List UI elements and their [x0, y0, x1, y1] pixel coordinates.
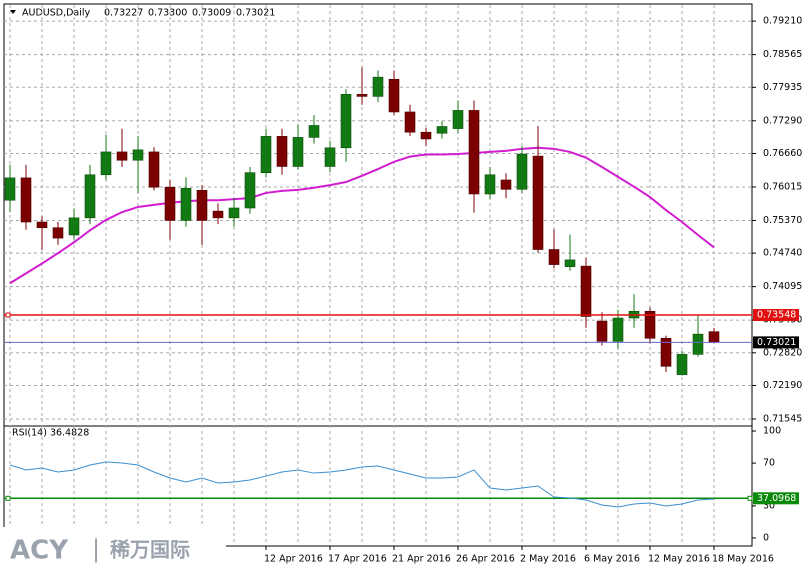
candle-body	[564, 259, 576, 267]
candle-body	[324, 147, 336, 167]
x-tick-label: 18 May 2016	[712, 554, 774, 565]
candle-body	[644, 310, 656, 339]
candle-body	[292, 137, 304, 167]
candle-body	[276, 136, 288, 167]
line-label-box	[753, 309, 799, 322]
y-tick-label: 100	[763, 426, 781, 437]
candle-body	[420, 131, 432, 140]
candle-body	[164, 186, 176, 221]
candle-body	[596, 320, 608, 342]
candle-body	[244, 172, 256, 209]
candle-body	[692, 333, 704, 355]
y-tick-label: 0.75370	[763, 215, 802, 226]
candle-body	[116, 151, 128, 161]
chart-title: AUDUSD,Daily	[22, 8, 91, 19]
candle-body	[484, 174, 496, 195]
ohlc-label: 0.73009	[192, 8, 231, 19]
y-tick-label: 0	[763, 532, 769, 543]
ohlc-label: 0.73300	[148, 8, 187, 19]
y-tick-label: 30	[763, 500, 775, 511]
candle-body	[548, 249, 560, 265]
candle-body	[580, 265, 592, 317]
watermark-name: 稀万国际	[110, 538, 190, 562]
candle-body	[708, 331, 720, 343]
rsi-title: RSI(14) 36.4828	[12, 428, 89, 439]
menu-triangle	[10, 10, 16, 14]
y-tick-label: 0.74095	[763, 281, 802, 292]
candle-body	[148, 151, 160, 188]
candle-body	[308, 125, 320, 138]
candle-body	[196, 190, 208, 221]
y-tick-label: 0.76015	[763, 181, 802, 192]
x-tick-label: 2 May 2016	[520, 554, 576, 565]
watermark-backdrop	[0, 527, 226, 574]
line-label: 0.73021	[757, 337, 796, 348]
y-tick-label: 0.78565	[763, 49, 802, 60]
ohlc-label: 0.73227	[104, 8, 143, 19]
candle-body	[84, 174, 96, 219]
y-tick-label: 70	[763, 458, 775, 469]
candle-body	[452, 110, 464, 129]
x-tick-label: 26 Apr 2016	[456, 554, 515, 565]
line-label: 0.73548	[757, 310, 796, 321]
level-label-box	[753, 492, 799, 505]
candle-body	[260, 136, 272, 173]
candle-body	[228, 207, 240, 219]
candle-body	[676, 354, 688, 375]
candle-body	[132, 149, 144, 161]
line-handle	[5, 495, 11, 501]
y-tick-label: 0.71545	[763, 413, 802, 424]
candle-body	[180, 187, 192, 221]
x-tick-label: 21 Apr 2016	[392, 554, 451, 565]
y-tick-label: 0.77935	[763, 82, 802, 93]
candle-body	[4, 177, 16, 201]
candle-body	[36, 221, 48, 229]
plot-frame	[3, 3, 753, 547]
candle-body	[660, 337, 672, 367]
candle-body	[388, 78, 400, 113]
level-label: 37.0968	[757, 493, 796, 504]
y-tick-label: 0.74740	[763, 248, 802, 259]
candle-body	[68, 217, 80, 236]
rsi-line	[9, 461, 715, 508]
candle-body	[532, 155, 544, 250]
candle-body	[436, 126, 448, 134]
line-handle	[5, 312, 11, 318]
candle-body	[372, 76, 384, 97]
candle-body	[20, 177, 32, 223]
y-tick-label: 0.72190	[763, 380, 802, 391]
candle-body	[356, 94, 368, 97]
x-tick-label: 12 May 2016	[648, 554, 710, 565]
moving-average	[9, 146, 715, 285]
candle-body	[516, 153, 528, 190]
candle-body	[612, 317, 624, 342]
candle-body	[500, 179, 512, 190]
candle-body	[404, 111, 416, 133]
y-tick-label: 0.77290	[763, 115, 802, 126]
candle-body	[212, 210, 224, 219]
candle-body	[340, 94, 352, 149]
candle-body	[468, 110, 480, 195]
x-tick-label: 17 Apr 2016	[328, 554, 387, 565]
y-tick-label: 0.72820	[763, 347, 802, 358]
x-tick-label: 12 Apr 2016	[264, 554, 323, 565]
candle-body	[100, 151, 112, 176]
x-tick-label: 6 May 2016	[584, 554, 640, 565]
ohlc-label: 0.73021	[236, 8, 275, 19]
y-tick-label: 0.76660	[763, 148, 802, 159]
watermark-separator: |	[92, 535, 100, 563]
candle-body	[52, 227, 64, 239]
y-tick-label: 0.79210	[763, 16, 802, 27]
line-handle	[747, 495, 753, 501]
line-label-box	[753, 336, 799, 349]
watermark-brand: ACY	[10, 536, 69, 566]
